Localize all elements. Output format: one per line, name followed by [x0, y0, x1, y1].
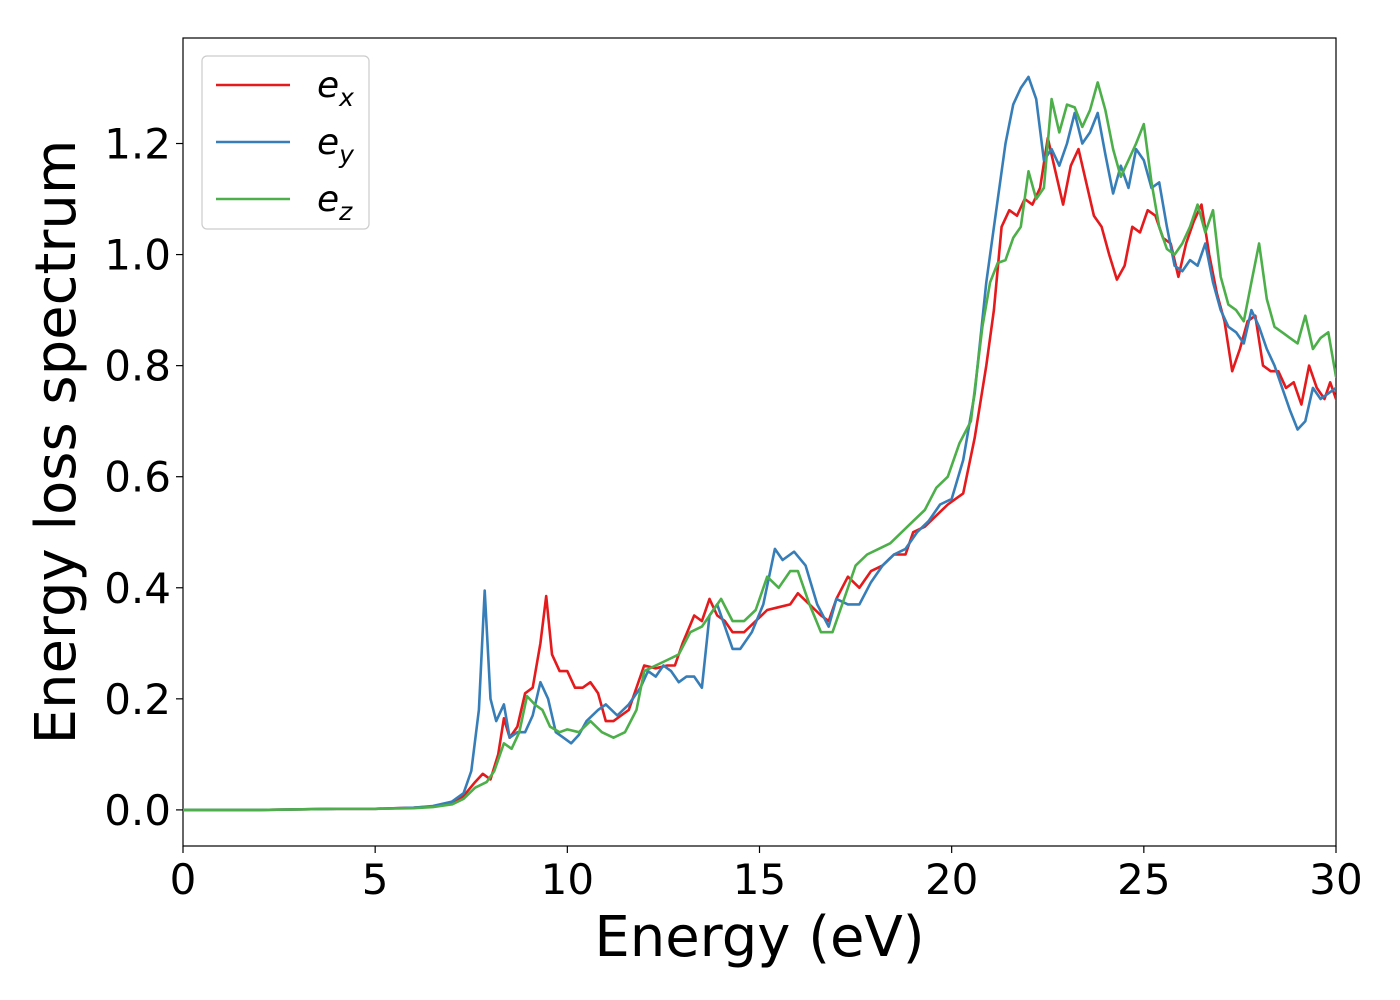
legend: ex ey ez — [201, 55, 370, 230]
y-tick-label: 1.0 — [104, 231, 171, 280]
x-tick-label: 0 — [170, 855, 197, 904]
series-layer — [183, 75, 1336, 812]
x-axis-label: Energy (eV) — [594, 905, 924, 970]
legend-label-ey: ey — [317, 122, 355, 169]
y-tick-label: 0.0 — [104, 786, 171, 835]
series-line-ez — [183, 81, 1336, 812]
x-tick-label: 15 — [733, 855, 786, 904]
y-tick-label: 0.4 — [104, 564, 171, 613]
x-tick-label: 20 — [925, 855, 978, 904]
x-tick-label: 5 — [362, 855, 389, 904]
y-axis: 0.0 0.2 0.4 0.6 0.8 1.0 1.2 — [104, 120, 183, 835]
legend-label-ez: ez — [317, 179, 353, 226]
x-tick-label: 10 — [541, 855, 594, 904]
y-tick-label: 0.6 — [104, 453, 171, 502]
series-line-ey — [183, 75, 1336, 812]
x-tick-label: 25 — [1117, 855, 1170, 904]
y-tick-label: 0.8 — [104, 342, 171, 391]
y-axis-label: Energy loss spectrum — [24, 140, 89, 745]
x-axis: 0 5 10 15 20 25 30 — [170, 846, 1363, 904]
x-tick-label: 30 — [1309, 855, 1362, 904]
y-tick-label: 0.2 — [104, 675, 171, 724]
y-tick-label: 1.2 — [104, 120, 171, 169]
legend-label-ex: ex — [317, 65, 354, 112]
